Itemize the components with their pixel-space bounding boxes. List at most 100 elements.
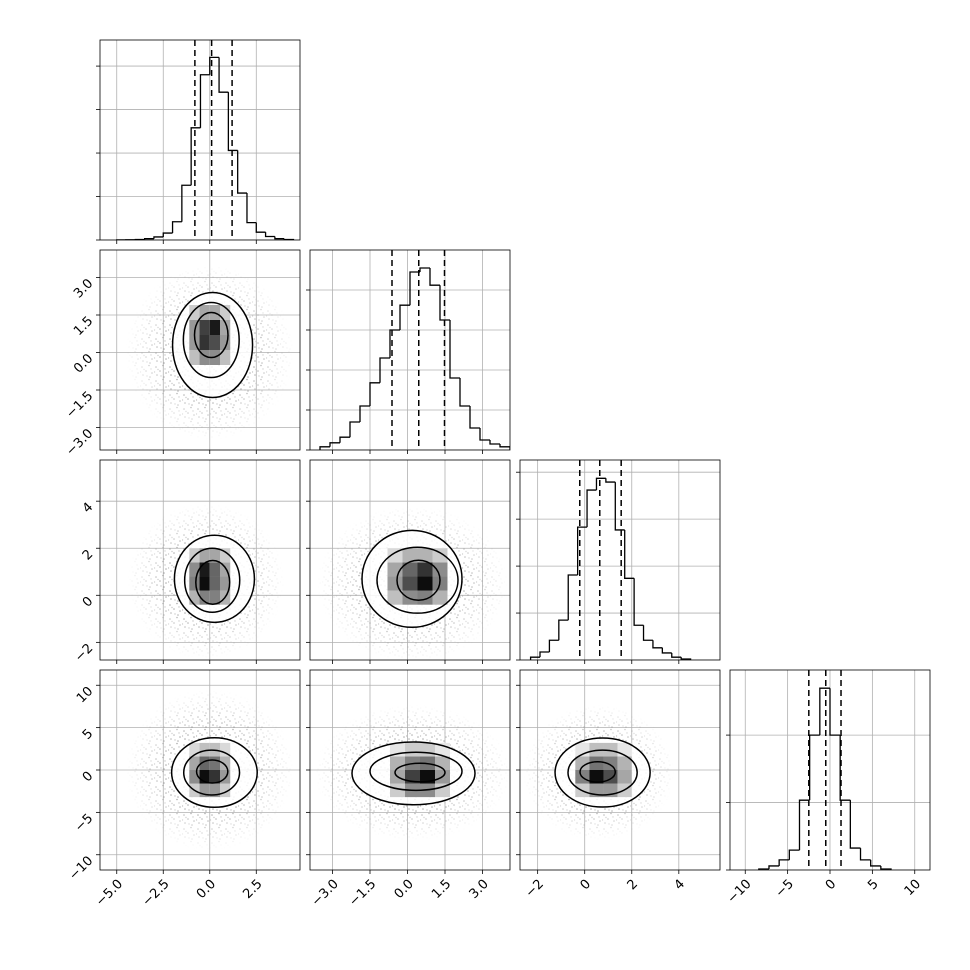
density-cell	[189, 590, 200, 605]
histogram-step	[499, 444, 510, 450]
y-tick-label: 4	[80, 500, 96, 516]
density-cell	[189, 576, 200, 591]
histogram-step	[379, 357, 390, 383]
histogram-step	[409, 271, 420, 306]
panel-frame	[729, 669, 931, 871]
histogram-step	[870, 859, 881, 867]
contour	[195, 759, 229, 784]
histogram-step	[839, 735, 851, 801]
contour	[394, 762, 446, 783]
x-tick-label: 10	[902, 877, 924, 899]
histogram-step	[246, 193, 257, 224]
histogram-step	[429, 268, 440, 286]
y-tick-label: 0	[80, 594, 96, 610]
histogram-step	[671, 652, 682, 658]
density-cell	[220, 783, 231, 798]
y-tick-label: −5	[72, 811, 96, 835]
panel	[310, 670, 510, 870]
histogram-step	[359, 405, 370, 422]
density-cell	[432, 590, 448, 605]
histogram-step	[586, 489, 597, 528]
density-cell	[199, 305, 210, 320]
panel	[100, 250, 300, 450]
contour	[396, 559, 441, 601]
histogram-step	[199, 74, 210, 128]
panel	[310, 460, 510, 660]
density-cell	[420, 742, 435, 757]
histogram-step	[264, 232, 275, 238]
histogram-step	[539, 651, 550, 658]
density-cell	[387, 590, 403, 605]
histogram-step	[680, 657, 692, 660]
histogram-step	[529, 656, 540, 660]
density-cell	[402, 590, 418, 605]
histogram-step	[339, 436, 350, 443]
x-tick-label: −10	[725, 877, 755, 907]
x-tick-label: −5.0	[93, 877, 126, 910]
contour	[567, 749, 638, 796]
contour	[369, 751, 463, 792]
y-tick-label: −2	[72, 641, 96, 665]
x-tick-label: −2.5	[140, 877, 173, 910]
density-cell	[402, 576, 418, 591]
panel-bg	[520, 460, 720, 660]
contour	[182, 749, 241, 796]
x-tick-label: 4	[672, 877, 688, 893]
histogram-step	[880, 865, 892, 870]
histogram-step	[788, 849, 800, 860]
panel	[100, 460, 300, 660]
histogram-step	[389, 329, 400, 358]
y-tick-label: 2	[80, 547, 96, 563]
x-tick-label: 0	[578, 877, 594, 893]
density-cell	[209, 576, 220, 591]
density-cell	[189, 742, 200, 757]
density-cell	[603, 742, 618, 757]
y-tick-label: −10	[66, 853, 96, 883]
panel	[100, 40, 300, 240]
x-tick-label: −3.0	[309, 877, 342, 910]
y-tick-label: −3.0	[63, 426, 96, 459]
density-cell	[220, 770, 231, 784]
histogram-step	[661, 647, 672, 654]
y-tick-label: 3.0	[71, 276, 96, 301]
density-cell	[220, 756, 231, 770]
histogram-step	[819, 687, 830, 736]
density-cell	[209, 320, 220, 335]
density-cell	[435, 783, 450, 798]
density-cell	[387, 576, 403, 591]
density-cell	[199, 576, 210, 591]
density-cell	[402, 562, 418, 577]
histogram-step	[162, 232, 173, 237]
histogram-step	[605, 478, 616, 483]
panel-frame	[99, 459, 301, 661]
histogram-step	[548, 639, 559, 653]
density-cell	[390, 783, 405, 798]
contour	[183, 547, 241, 613]
panel-frame	[519, 669, 721, 871]
x-tick-label: 0	[823, 877, 839, 893]
density-cell	[199, 590, 210, 605]
panel	[310, 250, 510, 450]
density-cell	[220, 548, 231, 563]
density-cell	[209, 770, 220, 784]
contour	[195, 559, 231, 605]
density-cell	[417, 590, 433, 605]
contour	[351, 741, 476, 806]
histogram-step	[144, 238, 154, 240]
density-cell	[209, 335, 220, 350]
x-tick-label: 0.0	[392, 877, 417, 902]
density-cell	[199, 320, 210, 335]
density-cell	[220, 562, 231, 577]
density-cell	[209, 756, 220, 770]
histogram-step	[829, 688, 841, 736]
histogram-step	[399, 304, 410, 330]
density-cell	[199, 335, 210, 350]
histogram-step	[469, 406, 480, 429]
y-tick-label: 0.0	[71, 351, 96, 376]
panel-frame	[519, 459, 721, 661]
histogram-step	[181, 184, 192, 222]
histogram-step	[652, 640, 663, 649]
density-cell	[402, 548, 418, 563]
